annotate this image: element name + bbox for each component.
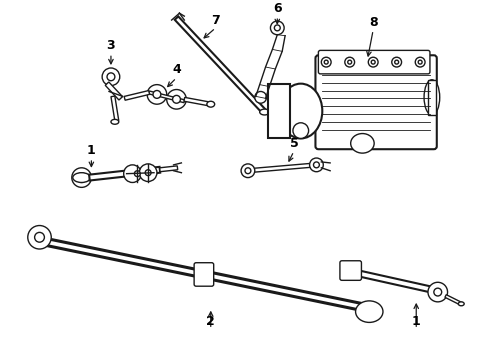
Circle shape: [123, 165, 141, 183]
Circle shape: [145, 170, 151, 176]
Ellipse shape: [207, 101, 215, 107]
Polygon shape: [248, 163, 317, 173]
Circle shape: [107, 73, 115, 81]
Text: 5: 5: [290, 137, 298, 150]
Text: 2: 2: [206, 315, 215, 328]
FancyBboxPatch shape: [340, 261, 362, 280]
Circle shape: [274, 25, 280, 31]
Circle shape: [434, 288, 441, 296]
Circle shape: [415, 57, 425, 67]
Circle shape: [418, 60, 422, 64]
Text: 1: 1: [87, 144, 96, 157]
Text: 8: 8: [369, 15, 377, 28]
Circle shape: [310, 158, 323, 172]
Circle shape: [348, 60, 352, 64]
Text: 3: 3: [107, 39, 115, 52]
Ellipse shape: [111, 120, 119, 124]
Ellipse shape: [356, 301, 383, 323]
Circle shape: [392, 57, 402, 67]
Polygon shape: [42, 238, 366, 311]
Ellipse shape: [351, 134, 374, 153]
Polygon shape: [175, 17, 267, 114]
Circle shape: [147, 85, 167, 104]
Circle shape: [345, 57, 355, 67]
Text: 4: 4: [172, 63, 181, 76]
Circle shape: [139, 164, 157, 181]
Polygon shape: [269, 84, 290, 139]
Circle shape: [134, 171, 140, 177]
Circle shape: [293, 123, 309, 139]
Circle shape: [314, 162, 319, 168]
Circle shape: [72, 168, 91, 187]
Text: 1: 1: [412, 315, 420, 328]
Circle shape: [321, 57, 331, 67]
Polygon shape: [89, 167, 160, 180]
Circle shape: [270, 21, 284, 35]
Polygon shape: [345, 268, 435, 293]
Polygon shape: [149, 91, 185, 103]
Circle shape: [371, 60, 375, 64]
Text: 7: 7: [211, 14, 220, 27]
Circle shape: [167, 90, 186, 109]
Circle shape: [368, 57, 378, 67]
Circle shape: [245, 168, 251, 174]
Polygon shape: [428, 80, 436, 115]
Circle shape: [35, 233, 45, 242]
Circle shape: [102, 68, 120, 86]
Polygon shape: [124, 91, 149, 100]
Polygon shape: [105, 82, 122, 100]
Ellipse shape: [458, 302, 464, 306]
Text: 6: 6: [273, 2, 282, 15]
Circle shape: [324, 60, 328, 64]
FancyBboxPatch shape: [194, 263, 214, 286]
Circle shape: [241, 164, 255, 177]
Ellipse shape: [73, 173, 90, 183]
Circle shape: [28, 225, 51, 249]
Circle shape: [255, 91, 267, 103]
Circle shape: [395, 60, 399, 64]
Circle shape: [172, 95, 180, 103]
Ellipse shape: [279, 84, 322, 139]
FancyBboxPatch shape: [316, 55, 437, 149]
Ellipse shape: [260, 109, 270, 115]
Polygon shape: [111, 96, 119, 121]
Circle shape: [153, 90, 161, 98]
FancyBboxPatch shape: [318, 50, 430, 74]
Polygon shape: [445, 295, 462, 305]
Polygon shape: [184, 98, 211, 106]
Polygon shape: [160, 166, 178, 172]
Circle shape: [428, 282, 447, 302]
Ellipse shape: [424, 80, 440, 115]
Circle shape: [77, 173, 86, 183]
